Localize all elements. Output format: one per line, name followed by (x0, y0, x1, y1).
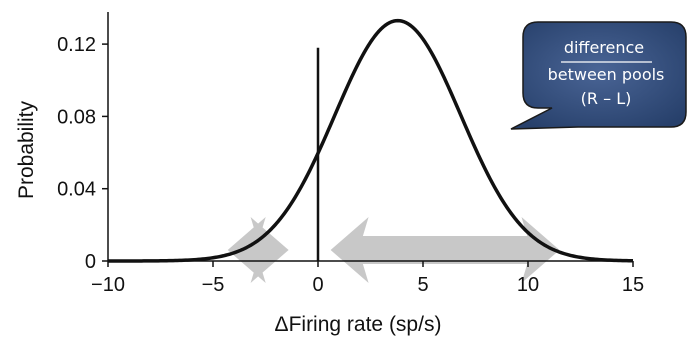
arrow-1 (227, 217, 289, 283)
arrows-layer (227, 217, 560, 283)
axes-layer: −10 −5 0 5 10 15 0 0.04 0.08 0.12 (57, 12, 644, 296)
callout-shape (510, 21, 687, 130)
callout-line-1: difference (564, 38, 644, 57)
y-tick-label: 0 (85, 251, 96, 273)
x-tick-label: 15 (622, 274, 644, 296)
arrow-2 (330, 217, 560, 283)
callout-line-2: between pools (548, 65, 665, 84)
x-tick-label: 0 (312, 274, 323, 296)
curve-layer (108, 18, 634, 263)
callout-line-3: (R – L) (581, 89, 632, 108)
distribution-curve-1 (108, 18, 634, 263)
y-tick-label: 0.04 (57, 179, 96, 201)
x-axis-label: ΔFiring rate (sp/s) (275, 313, 442, 336)
y-tick-label: 0.12 (57, 34, 96, 56)
x-tick-label: −5 (202, 274, 225, 296)
x-tick-label: −10 (91, 274, 125, 296)
y-axis-label: Probability (15, 100, 38, 199)
callout-bubble: difference between pools (R – L) (510, 21, 687, 130)
x-tick-label: 10 (517, 274, 539, 296)
x-tick-label: 5 (417, 274, 428, 296)
y-tick-label: 0.08 (57, 106, 96, 128)
